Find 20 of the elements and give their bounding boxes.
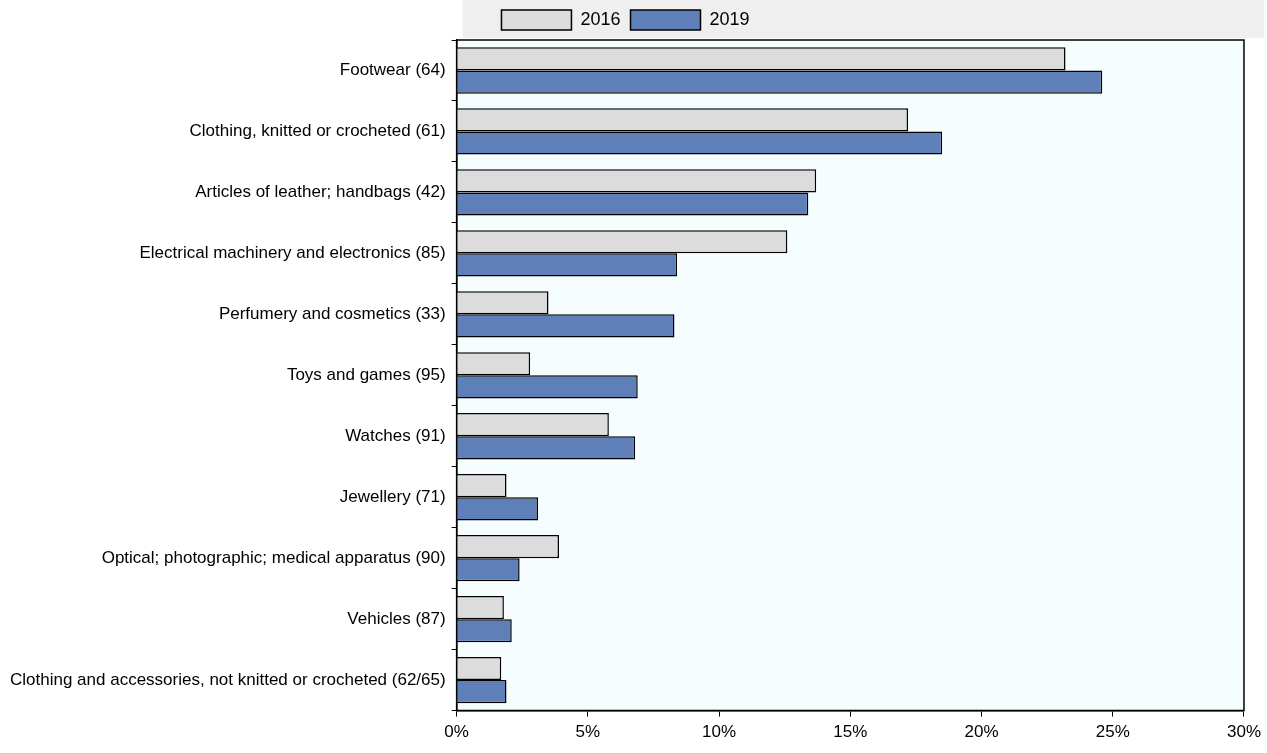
y-tick-label: Perfumery and cosmetics (33): [218, 304, 446, 324]
y-tick-label: Electrical machinery and electronics (85): [139, 243, 446, 263]
x-tick-label: 15%: [833, 722, 868, 742]
x-tick-label: 10%: [702, 722, 737, 742]
y-tick-label: Clothing and accessories, not knitted or crocheted (62/65): [9, 669, 446, 689]
x-tick-label: 20%: [964, 722, 999, 742]
y-tick-label: Articles of leather; handbags (42): [195, 182, 446, 202]
x-tick-label: 30%: [1226, 722, 1261, 742]
y-tick-label: Watches (91): [345, 425, 446, 445]
legend-label: 2016: [580, 8, 621, 29]
y-tick-label: Footwear (64): [339, 60, 446, 80]
legend-label: 2019: [709, 8, 750, 29]
y-tick-label: Jewellery (71): [339, 486, 446, 506]
x-tick-label: 25%: [1095, 722, 1130, 742]
y-tick-label: Vehicles (87): [347, 608, 446, 628]
y-tick-label: Clothing, knitted or crocheted (61): [189, 121, 446, 141]
x-tick-label: 5%: [575, 722, 601, 742]
x-tick-label: 0%: [444, 722, 469, 742]
y-tick-label: Toys and games (95): [286, 364, 446, 384]
y-tick-label: Optical; photographic; medical apparatus (90): [101, 547, 446, 567]
